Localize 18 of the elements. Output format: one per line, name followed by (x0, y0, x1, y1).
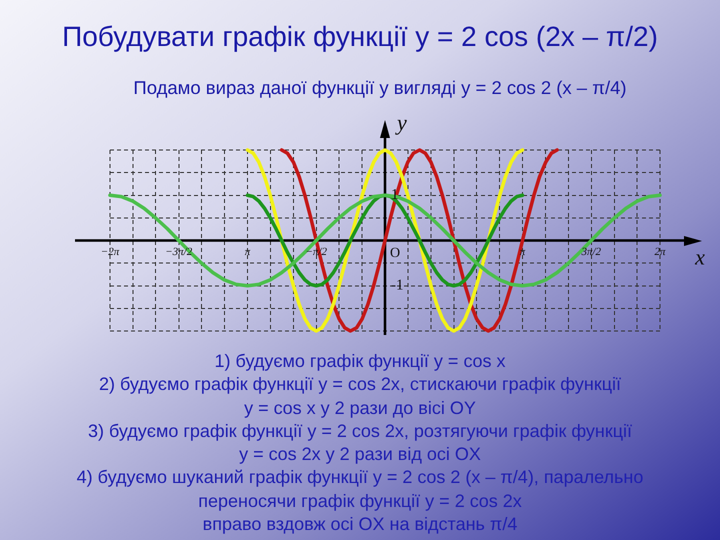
chart-title: Побудувати графік функції y = 2 cos (2x – π/2) (61, 21, 659, 53)
text: 3) будуємо графік функції y = 2 cos 2x, розтягуючи графік функції (86, 420, 634, 443)
text: вправо вздовж осі OX на відстань π/4 (202, 513, 518, 536)
text: 1) будуємо графік функції y = cos x (214, 350, 506, 373)
x-tick-label: 3π/2 (580, 246, 602, 258)
chart-subtitle: Подамо вираз даної функції у вигляді y = 2 cos 2 (x – π/4) (132, 77, 628, 99)
y-axis-title: y (395, 110, 407, 135)
x-tick-label: −2π (100, 246, 120, 258)
x-tick-label: π (244, 246, 251, 258)
annotation: O (390, 246, 400, 262)
text: y = cos 2x у 2 рази від осі OX (238, 443, 482, 466)
y-tick-label: -1 (391, 278, 404, 294)
text: переносячи графік функції y = 2 cos 2x (197, 490, 523, 513)
text: y = cos x у 2 рази до вісі OY (243, 396, 477, 420)
text: 2) будуємо графік функції y = cos 2x, стискаючи графік функції (98, 373, 622, 396)
text: 4) будуємо шуканий графік функції y = 2 cos 2 (x – π/4), паралельно (76, 466, 644, 490)
x-tick-label: 2π (654, 246, 666, 258)
x-axis-title: x (694, 244, 706, 270)
